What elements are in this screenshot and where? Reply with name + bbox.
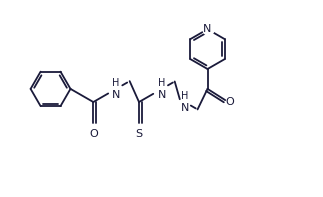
Text: O: O bbox=[89, 129, 98, 139]
Text: S: S bbox=[135, 129, 142, 139]
Text: H: H bbox=[112, 78, 120, 88]
Text: N: N bbox=[181, 103, 189, 113]
Text: N: N bbox=[158, 90, 166, 100]
Text: H: H bbox=[181, 91, 188, 101]
Text: N: N bbox=[203, 24, 212, 34]
Text: O: O bbox=[225, 97, 234, 107]
Text: N: N bbox=[112, 90, 120, 100]
Text: H: H bbox=[158, 78, 165, 88]
